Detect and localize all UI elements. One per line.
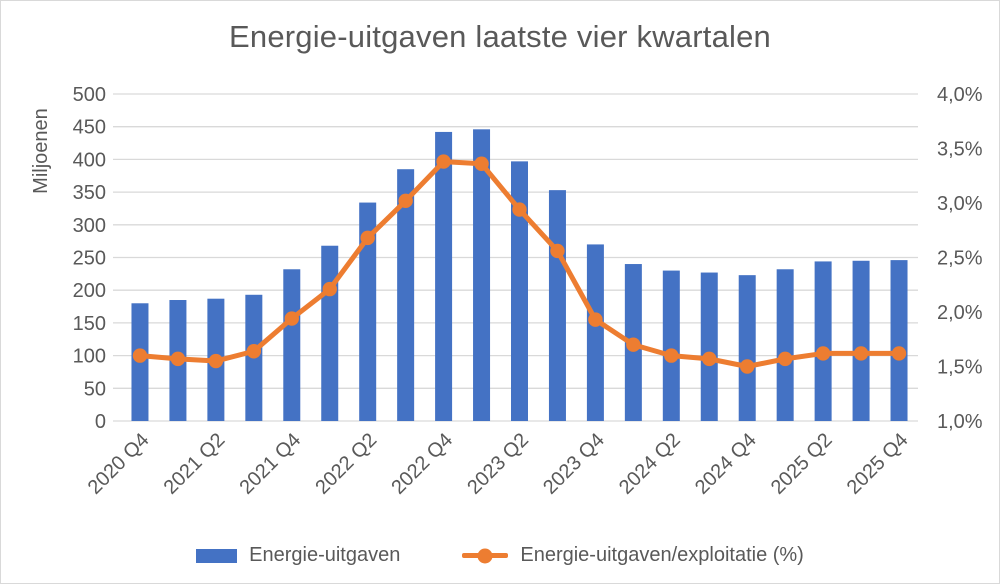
x-axis-tick-label: 2024 Q2 [615, 429, 685, 499]
legend-bar-swatch [196, 548, 238, 563]
line-marker-2025-Q4 [891, 346, 907, 361]
x-axis-tick-label: 2021 Q4 [236, 429, 306, 499]
line-marker-2025-Q2 [815, 346, 831, 361]
line-marker-2021-Q3 [246, 344, 262, 359]
line-marker-2023-Q4 [588, 312, 603, 327]
bar-2024-Q4 [738, 275, 756, 421]
bar-2023-Q1 [473, 129, 491, 422]
line-marker-2023-Q2 [512, 202, 527, 217]
right-axis-tick-label: 1,5% [937, 357, 983, 379]
left-axis-tick-label: 0 [95, 411, 106, 433]
bar-2024-Q3 [700, 272, 718, 421]
right-axis-tick-label: 2,5% [937, 248, 983, 270]
legend-line-label: Energie-uitgaven/exploitatie (%) [520, 544, 804, 566]
bar-2022-Q3 [397, 169, 415, 421]
left-axis-tick-label: 500 [73, 84, 106, 106]
left-axis-title: Miljoenen [30, 108, 52, 194]
left-axis-tick-label: 50 [84, 378, 106, 400]
line-marker-2022-Q2 [360, 230, 375, 246]
x-axis-tick-label: 2023 Q4 [539, 429, 609, 499]
line-marker-2025-Q1 [777, 351, 793, 367]
right-axis-tick-label: 2,0% [937, 302, 983, 324]
left-axis-tick-label: 450 [73, 117, 106, 139]
bar-2025-Q2 [814, 261, 832, 421]
legend: Energie-uitgaven Energie-uitgaven/exploi… [1, 544, 999, 567]
left-axis-tick-label: 400 [73, 149, 106, 171]
bar-2021-Q4 [283, 269, 301, 421]
line-marker-2021-Q4 [284, 311, 299, 326]
bar-2025-Q1 [776, 269, 794, 421]
bar-2022-Q1 [321, 245, 339, 421]
line-marker-2024-Q2 [664, 348, 679, 363]
bar-2023-Q4 [586, 244, 604, 421]
bar-2022-Q2 [359, 202, 377, 421]
bar-2024-Q2 [662, 270, 680, 421]
line-marker-2023-Q3 [550, 243, 565, 259]
right-axis-tick-label: 3,5% [937, 139, 983, 161]
bar-2025-Q3 [852, 260, 870, 421]
legend-bar-label: Energie-uitgaven [249, 544, 401, 566]
bar-2022-Q4 [435, 131, 453, 421]
left-axis-tick-label: 300 [73, 215, 106, 237]
legend-item-exploitatie-pct: Energie-uitgaven/exploitatie (%) [462, 544, 804, 567]
line-marker-2020-Q4 [132, 348, 148, 363]
bar-2025-Q4 [890, 260, 908, 421]
left-axis-tick-label: 150 [73, 313, 106, 335]
x-axis-tick-label: 2021 Q2 [160, 429, 230, 499]
line-marker-2024-Q4 [740, 359, 755, 374]
x-axis-tick-label: 2023 Q2 [463, 429, 533, 499]
line-marker-2022-Q1 [322, 281, 337, 297]
left-axis-tick-label: 100 [73, 346, 106, 368]
legend-line-swatch [462, 548, 509, 563]
left-axis-tick-label: 200 [73, 280, 106, 302]
left-axis-tick-label: 350 [73, 182, 106, 204]
x-axis-tick-label: 2022 Q4 [387, 429, 457, 499]
chart-title: Energie-uitgaven laatste vier kwartalen [229, 19, 771, 54]
left-axis-tick-label: 250 [73, 248, 106, 270]
x-axis-tick-label: 2020 Q4 [84, 429, 154, 499]
bar-2023-Q2 [511, 161, 528, 421]
bar-2023-Q3 [548, 190, 566, 421]
x-axis-tick-label: 2024 Q4 [691, 429, 761, 499]
x-axis-tick-label: 2022 Q2 [311, 429, 381, 499]
right-axis-tick-label: 3,0% [937, 193, 983, 215]
right-axis-tick-label: 4,0% [937, 84, 983, 106]
x-axis-tick-label: 2025 Q2 [767, 429, 837, 499]
line-marker-2022-Q4 [436, 154, 451, 169]
line-marker-2021-Q2 [208, 353, 224, 369]
legend-item-energie-uitgaven: Energie-uitgaven [196, 544, 400, 567]
legend-line-marker-dot [477, 548, 493, 563]
line-marker-2021-Q1 [170, 351, 186, 367]
line-marker-2024-Q1 [626, 337, 641, 352]
line-marker-2024-Q3 [702, 351, 717, 367]
right-axis-tick-label: 1,0% [937, 411, 983, 433]
line-marker-2022-Q3 [398, 193, 413, 209]
x-axis-tick-label: 2025 Q4 [843, 429, 913, 499]
line-marker-2023-Q1 [474, 156, 489, 171]
line-marker-2025-Q3 [853, 346, 869, 361]
